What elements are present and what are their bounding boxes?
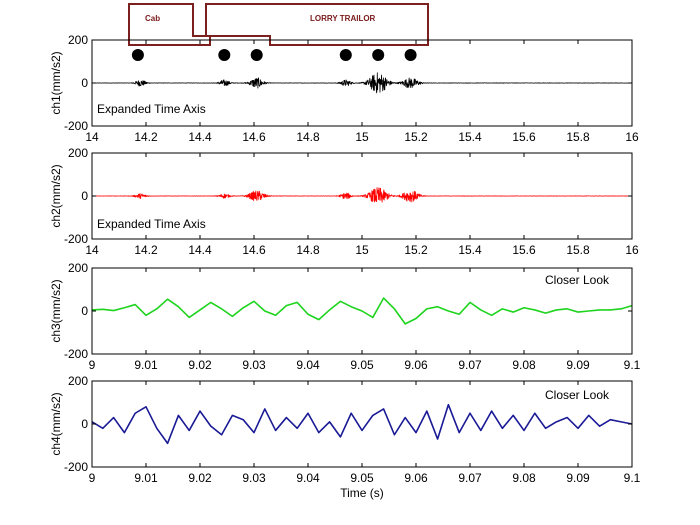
ch1-xtick-label: 14.4 — [188, 130, 212, 144]
trailer-label: LORRY TRAILOR — [310, 14, 376, 23]
panel-ch4: 200 0 -200 9 9.01 9.02 9.03 9.04 9.05 9.… — [49, 374, 641, 500]
ch3-xtick-label: 9.06 — [404, 358, 428, 372]
ch3-xtick-label: 9.1 — [624, 358, 641, 372]
axle-marker — [372, 49, 385, 61]
ch3-ytick-label: 200 — [68, 261, 88, 275]
ch4-xtick-label: 9.07 — [458, 471, 482, 485]
ch1-trace-group — [91, 72, 633, 94]
ch1-series-line — [91, 72, 633, 94]
ch4-ytick-label: 200 — [68, 374, 88, 388]
ch4-xtick-label: 9.08 — [512, 471, 536, 485]
ch2-series-line — [91, 187, 633, 203]
ch1-xtick-label: 15.8 — [566, 130, 590, 144]
axle-group — [131, 49, 417, 61]
ch1-ytick-label: -200 — [64, 119, 88, 133]
ch2-xtick-label: 14.6 — [242, 243, 266, 257]
ch1-xtick-label: 15 — [355, 130, 369, 144]
ch2-xtick-label: 16 — [625, 243, 639, 257]
ch1-xtick-label: 15.2 — [404, 130, 428, 144]
ch1-xtick-label: 15.4 — [458, 130, 482, 144]
ch1-y-axis-label: ch1(mm/s2) — [49, 51, 63, 114]
ch4-xtick-label: 9.01 — [134, 471, 158, 485]
ch3-xtick-label: 9.02 — [188, 358, 212, 372]
axle-marker — [250, 49, 263, 61]
ch4-xtick-label: 9.05 — [350, 471, 374, 485]
ch4-xtick-label: 9.06 — [404, 471, 428, 485]
ch4-xtick-label: 9.1 — [624, 471, 641, 485]
ch4-xtick-label: 9.02 — [188, 471, 212, 485]
panel-ch1: 200 0 -200 14 14.2 14.4 14.6 14.8 15 15.… — [49, 33, 639, 144]
ch4-xtick-label: 9.04 — [296, 471, 320, 485]
cab-label: Cab — [145, 14, 160, 23]
ch1-xtick-label: 14.2 — [134, 130, 158, 144]
ch2-xtick-label: 14 — [85, 243, 99, 257]
panel-ch2: 200 0 -200 14 14.2 14.4 14.6 14.8 15 15.… — [49, 146, 639, 257]
ch2-xtick-label: 15 — [355, 243, 369, 257]
ch2-trace-group — [91, 187, 633, 203]
ch3-xtick-label: 9.04 — [296, 358, 320, 372]
trailer-outline — [205, 3, 429, 46]
ch4-series-line — [91, 403, 633, 445]
ch2-xtick-label: 14.2 — [134, 243, 158, 257]
ch3-xtick-label: 9.07 — [458, 358, 482, 372]
ch4-annotation: Closer Look — [545, 388, 610, 402]
ch2-xtick-label: 15.8 — [566, 243, 590, 257]
ch3-ytick-label: -200 — [64, 347, 88, 361]
ch2-xtick-label: 15.4 — [458, 243, 482, 257]
ch2-xtick-label: 14.4 — [188, 243, 212, 257]
ch1-ytick-label: 0 — [81, 76, 88, 90]
ch3-y-axis-label: ch3(mm/s2) — [49, 279, 63, 342]
ch4-tick-marks — [91, 380, 633, 468]
ch3-tick-marks — [91, 267, 633, 355]
axle-marker — [218, 49, 231, 61]
ch1-xtick-label: 14.8 — [296, 130, 320, 144]
ch1-xtick-label: 14.6 — [242, 130, 266, 144]
ch2-xtick-label: 15.6 — [512, 243, 536, 257]
ch2-xtick-label: 14.8 — [296, 243, 320, 257]
ch2-ytick-label: 200 — [68, 146, 88, 160]
ch3-xtick-label: 9 — [89, 358, 96, 372]
axle-marker — [131, 49, 144, 61]
ch2-xtick-label: 15.2 — [404, 243, 428, 257]
axle-marker — [339, 49, 352, 61]
ch4-ytick-label: 0 — [81, 417, 88, 431]
ch2-ytick-label: 0 — [81, 189, 88, 203]
ch4-xtick-label: 9 — [89, 471, 96, 485]
ch3-ytick-label: 0 — [81, 304, 88, 318]
panel-ch3: 200 0 -200 9 9.01 9.02 9.03 9.04 9.05 9.… — [49, 261, 641, 372]
axle-marker — [404, 49, 417, 61]
ch3-annotation: Closer Look — [545, 273, 610, 287]
ch4-xtick-label: 9.03 — [242, 471, 266, 485]
ch1-xtick-label: 14 — [85, 130, 99, 144]
ch1-xtick-label: 15.6 — [512, 130, 536, 144]
ch1-xtick-label: 16 — [625, 130, 639, 144]
ch4-x-axis-label: Time (s) — [340, 486, 384, 500]
ch4-y-axis-label: ch4(mm/s2) — [49, 392, 63, 455]
ch2-tick-marks — [91, 152, 633, 240]
ch3-xtick-label: 9.09 — [566, 358, 590, 372]
ch3-xtick-label: 9.01 — [134, 358, 158, 372]
ch1-ytick-label: 200 — [68, 33, 88, 47]
ch3-xtick-label: 9.08 — [512, 358, 536, 372]
ch2-annotation: Expanded Time Axis — [97, 217, 206, 231]
ch3-xtick-label: 9.05 — [350, 358, 374, 372]
ch4-trace-group — [91, 403, 633, 445]
vehicle-diagram: Cab LORRY TRAILOR — [128, 3, 429, 61]
ch1-tick-marks — [91, 39, 633, 127]
ch1-annotation: Expanded Time Axis — [97, 102, 206, 116]
ch2-y-axis-label: ch2(mm/s2) — [49, 164, 63, 227]
ch3-xtick-label: 9.03 — [242, 358, 266, 372]
ch4-xtick-label: 9.09 — [566, 471, 590, 485]
ch4-ytick-label: -200 — [64, 460, 88, 474]
ch3-trace-group — [91, 297, 633, 325]
ch3-series-line — [91, 297, 633, 325]
ch2-ytick-label: -200 — [64, 232, 88, 246]
